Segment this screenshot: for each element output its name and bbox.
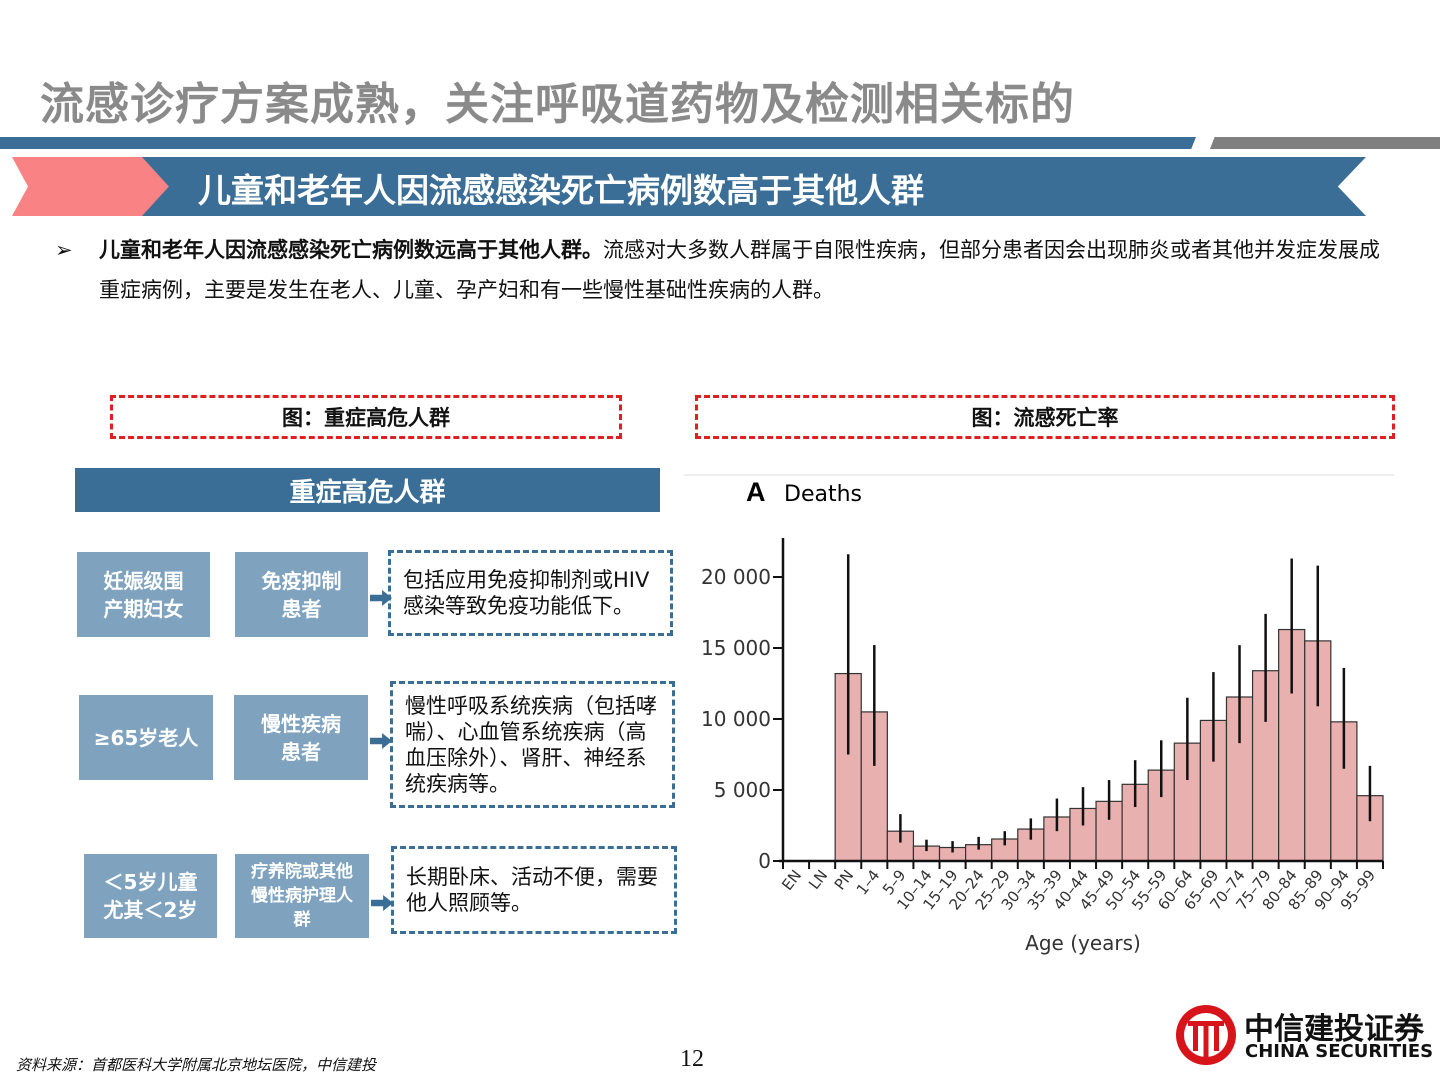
x-tick-label: 1–4 <box>853 866 884 898</box>
caption-left: 图：重症高危人群 <box>110 395 622 439</box>
title-divider <box>0 137 1196 149</box>
risk-detail-nursing: 长期卧床、活动不便，需要他人照顾等。 <box>391 846 677 934</box>
source-note: 资料来源：首都医科大学附属北京地坛医院，中信建投 <box>16 1056 377 1074</box>
chart-title: Deaths <box>784 482 862 507</box>
logo-text-cn: 中信建投证券 <box>1244 1012 1424 1047</box>
risk-group-children: ＜5岁儿童尤其＜2岁 <box>84 854 217 938</box>
citic-logo-icon <box>1176 1005 1236 1065</box>
chart-panel-label: A <box>746 477 766 507</box>
y-tick-label: 15 000 <box>701 636 771 660</box>
bullet-paragraph: ➢ 儿童和老年人因流感感染死亡病例数远高于其他人群。流感对大多数人群属于自限性疾… <box>55 230 1385 310</box>
y-tick-label: 10 000 <box>701 707 771 731</box>
y-tick-label: 5 000 <box>714 778 771 802</box>
bullet-text: 流感对大多数人群属于自限性疾病，但部分患者因会出现肺炎或者其他并发症发展成重症病… <box>99 238 1380 302</box>
caption-right: 图：流感死亡率 <box>695 395 1395 439</box>
y-tick-label: 20 000 <box>701 565 771 589</box>
banner-chevron <box>12 157 172 216</box>
x-tick-label: EN <box>778 866 805 893</box>
risk-group-chronic: 慢性疾病患者 <box>234 695 368 780</box>
section-banner <box>142 157 1366 216</box>
risk-group-nursing: 疗养院或其他慢性病护理人群 <box>235 854 369 938</box>
risk-group-pregnant: 妊娠级围产期妇女 <box>77 552 210 637</box>
risk-group-immuno: 免疫抑制患者 <box>235 552 368 637</box>
slide-title: 流感诊疗方案成熟，关注呼吸道药物及检测相关标的 <box>40 79 1075 130</box>
x-axis-label: Age (years) <box>1025 931 1141 955</box>
risk-header: 重症高危人群 <box>75 468 660 512</box>
page-number: 12 <box>680 1046 704 1072</box>
risk-detail-immuno: 包括应用免疫抑制剂或HIV感染等致免疫功能低下。 <box>388 550 673 636</box>
x-tick-label: PN <box>831 866 858 893</box>
logo-text-en: CHINA SECURITIES <box>1245 1041 1434 1062</box>
risk-detail-chronic: 慢性呼吸系统疾病（包括哮喘）、心血管系统疾病（高血压除外）、肾肝、神经系统疾病等… <box>390 681 675 808</box>
bullet-arrow-icon: ➢ <box>55 238 73 262</box>
chart-top-rule <box>684 474 1394 476</box>
risk-group-elderly: ≥65岁老人 <box>79 695 213 780</box>
x-tick-label: LN <box>805 866 831 893</box>
section-banner-text: 儿童和老年人因流感感染死亡病例数高于其他人群 <box>198 171 924 210</box>
y-tick-label: 0 <box>758 849 771 873</box>
bullet-bold: 儿童和老年人因流感感染死亡病例数远高于其他人群。 <box>99 238 603 262</box>
title-divider-gray <box>1210 137 1440 149</box>
